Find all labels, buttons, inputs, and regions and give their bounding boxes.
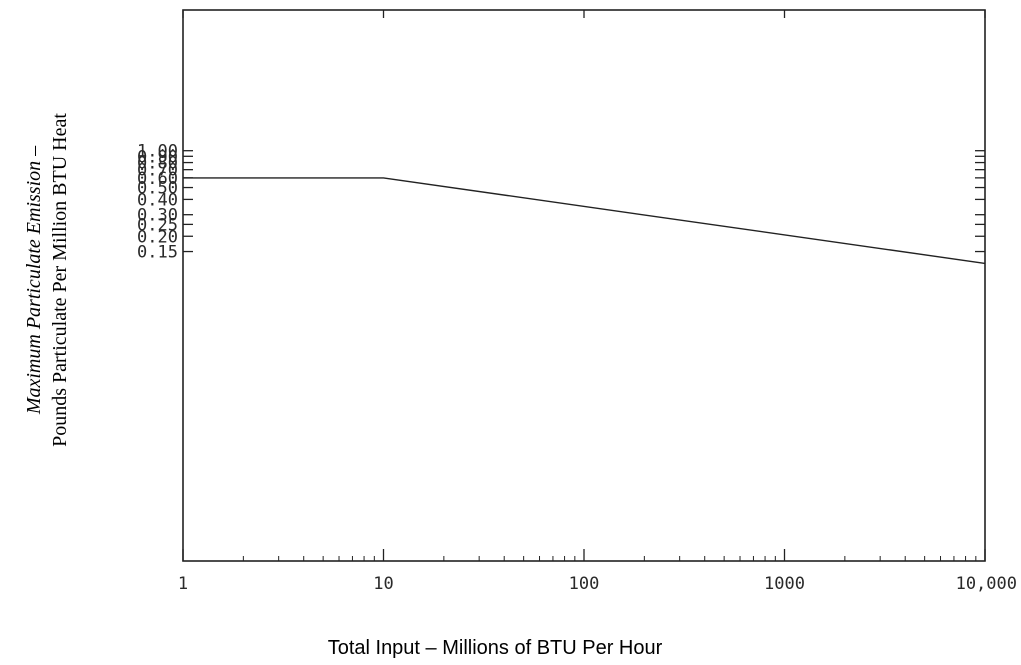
- y-tick-label: 0.15: [137, 243, 178, 263]
- x-tick-label: 100: [569, 574, 600, 594]
- y-tick-label: 0.60: [137, 169, 178, 189]
- x-axis-label: Total Input – Millions of BTU Per Hour: [328, 637, 663, 659]
- y-tick-label: 0.25: [137, 215, 178, 235]
- x-tick-label: 10,000: [956, 574, 1017, 594]
- y-axis-label-line2: Pounds Particulate Per Million BTU Heat: [49, 113, 71, 447]
- y-tick-label: 0.30: [137, 206, 178, 226]
- x-tick-label: 1000: [764, 574, 805, 594]
- x-tick-label: 1: [178, 574, 188, 594]
- y-axis-label: Maximum Particulate Emission – Pounds Pa…: [23, 113, 71, 447]
- y-axis-label-dash: –: [23, 145, 45, 161]
- x-axis-tick-labels: 1 10 100 1000 10,000: [178, 574, 1017, 594]
- plot-frame: [182, 9, 986, 562]
- y-axis-ticks: [183, 150, 985, 253]
- y-tick-label: 0.90: [137, 147, 178, 167]
- y-tick-label: 0.50: [137, 179, 178, 199]
- y-tick-label: 0.80: [137, 154, 178, 174]
- y-tick-label: 0.40: [137, 190, 178, 210]
- y-tick-label: 1.00: [137, 142, 178, 162]
- x-tick-label: 10: [373, 574, 393, 594]
- series-line: [183, 177, 986, 265]
- y-tick-label: 0.20: [137, 227, 178, 247]
- y-axis-label-italic: Maximum Particulate Emission: [23, 161, 45, 415]
- y-tick-label: 0.70: [137, 161, 178, 181]
- svg-text:Maximum Particulate Emission –: Maximum Particulate Emission –: [23, 145, 45, 415]
- y-axis-tick-labels: 1.000.900.800.700.600.500.400.300.250.20…: [137, 142, 178, 263]
- x-axis-ticks: [182, 10, 986, 561]
